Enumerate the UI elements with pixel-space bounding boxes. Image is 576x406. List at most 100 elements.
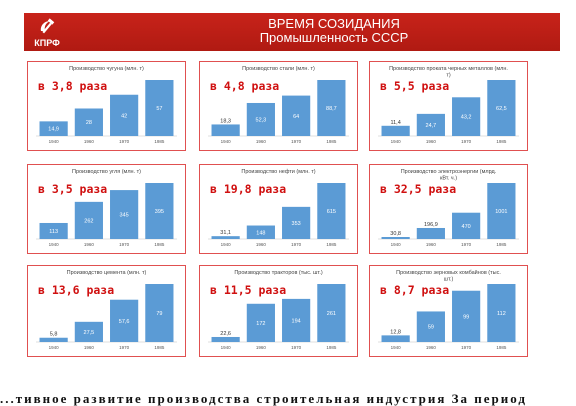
bar (246, 303, 275, 342)
hammer-sickle-icon (40, 18, 55, 34)
x-tick-label: 1960 (426, 345, 437, 350)
bar (452, 212, 481, 239)
x-tick-label: 1940 (49, 242, 60, 247)
growth-multiplier: в 5,5 раза (380, 79, 449, 93)
x-tick-label: 1985 (326, 345, 337, 350)
bar-chart: Производство цемента (млн. т) в 13,6 раза… (36, 270, 177, 350)
bar (145, 183, 174, 239)
growth-multiplier: в 4,8 раза (210, 79, 279, 93)
chart-title: Производство цемента (млн. т) (67, 270, 147, 276)
bar (110, 190, 139, 239)
chart-panel-electricity: Производство электроэнергии (млрд. кВт. ч… (369, 164, 528, 254)
bar (211, 336, 240, 342)
x-tick-label: 1960 (84, 139, 95, 144)
data-label: 470 (462, 224, 471, 230)
bar (317, 284, 346, 342)
bar (416, 113, 445, 136)
data-label: 43,2 (461, 115, 472, 121)
x-tick-label: 1960 (256, 139, 267, 144)
data-label: 24,7 (426, 123, 437, 129)
x-tick-label: 1985 (154, 139, 165, 144)
growth-multiplier: в 11,5 раза (210, 283, 286, 297)
x-tick-label: 1960 (256, 242, 267, 247)
data-label: 99 (463, 314, 469, 320)
data-label: 14,9 (48, 127, 59, 133)
chart-panel-cement: Производство цемента (млн. т) в 13,6 раза… (27, 265, 186, 357)
x-tick-label: 1970 (119, 242, 130, 247)
bar (145, 80, 174, 136)
data-label: 395 (155, 209, 164, 215)
x-tick-label: 1985 (326, 242, 337, 247)
x-tick-label: 1970 (119, 345, 130, 350)
data-label: 615 (327, 209, 336, 215)
data-label: 112 (497, 311, 506, 317)
data-label: 28 (86, 120, 92, 126)
data-label: 27,5 (84, 330, 95, 336)
x-tick-label: 1985 (154, 242, 165, 247)
bar (381, 125, 410, 136)
bar-chart: Производство тракторов (тыс. шт.) в 11,5 … (208, 270, 349, 350)
x-tick-label: 1970 (291, 242, 302, 247)
x-tick-label: 1940 (49, 345, 60, 350)
data-label: 12,8 (390, 329, 401, 335)
data-label: 194 (292, 318, 301, 324)
x-tick-label: 1940 (391, 345, 402, 350)
data-label: 59 (428, 325, 434, 331)
x-tick-label: 1985 (326, 139, 337, 144)
bar (282, 206, 311, 239)
data-label: 31,1 (220, 230, 231, 236)
chart-title: Производство нефти (млн. т) (241, 169, 315, 175)
bar-chart: Производство угля (млн. т) в 3,5 раза 113 1… (36, 169, 177, 247)
x-tick-label: 1960 (426, 139, 437, 144)
data-label: 5,8 (50, 332, 58, 338)
growth-multiplier: в 3,8 раза (38, 79, 107, 93)
bar (74, 321, 103, 342)
bar (39, 337, 68, 342)
bottom-caption: ...тивное развитие производства строител… (0, 392, 527, 406)
chart-title: Производство стали (млн. т) (242, 66, 315, 72)
slide-title: ВРЕМЯ СОЗИДАНИЯ (268, 16, 400, 31)
data-label: 196,9 (424, 222, 438, 228)
bar (487, 80, 516, 136)
chart-title: Производство зерновых комбайнов (тыс. шт.… (396, 269, 501, 283)
bar (381, 335, 410, 342)
bar (317, 80, 346, 136)
data-label: 262 (84, 218, 93, 224)
bar (246, 102, 275, 136)
chart-panel-rolled-metal: Производство проката черных металлов (мл… (369, 61, 528, 151)
chart-panel-steel: Производство стали (млн. т) в 4,8 раза 18,… (199, 61, 358, 151)
bar (110, 299, 139, 342)
x-tick-label: 1970 (461, 242, 472, 247)
bar (487, 284, 516, 342)
bar (39, 222, 68, 239)
bar (282, 298, 311, 342)
bar (416, 227, 445, 239)
x-tick-label: 1940 (391, 139, 402, 144)
chart-panel-tractors: Производство тракторов (тыс. шт.) в 11,5 … (199, 265, 358, 357)
data-label: 148 (256, 230, 265, 236)
bar (416, 311, 445, 342)
data-label: 42 (121, 113, 127, 119)
x-tick-label: 1960 (426, 242, 437, 247)
bar (74, 108, 103, 136)
x-tick-label: 1960 (256, 345, 267, 350)
bar (487, 183, 516, 239)
data-label: 11,4 (390, 120, 400, 126)
growth-multiplier: в 13,6 раза (38, 283, 114, 297)
bar-chart: Производство электроэнергии (млрд. кВт. ч… (378, 169, 519, 247)
growth-multiplier: в 32,5 раза (380, 182, 456, 196)
bar-chart: Производство зерновых комбайнов (тыс. шт.… (378, 269, 519, 350)
bar-chart: Производство чугуна (млн. т) в 3,8 раза 14… (36, 66, 177, 144)
chart-title: Производство тракторов (тыс. шт.) (234, 270, 323, 276)
bar-chart: Производство проката черных металлов (мл… (378, 66, 519, 144)
bar (381, 237, 410, 239)
slide-header: КПРФ ВРЕМЯ СОЗИДАНИЯ Промышленность СССР (24, 13, 560, 51)
bar (211, 124, 240, 136)
data-label: 57,6 (119, 319, 130, 325)
x-tick-label: 1960 (84, 242, 95, 247)
bar (246, 225, 275, 239)
slide-subtitle: Промышленность СССР (259, 30, 409, 45)
x-tick-label: 1940 (49, 139, 60, 144)
chart-title: Производство чугуна (млн. т) (69, 66, 144, 72)
x-tick-label: 1970 (119, 139, 130, 144)
